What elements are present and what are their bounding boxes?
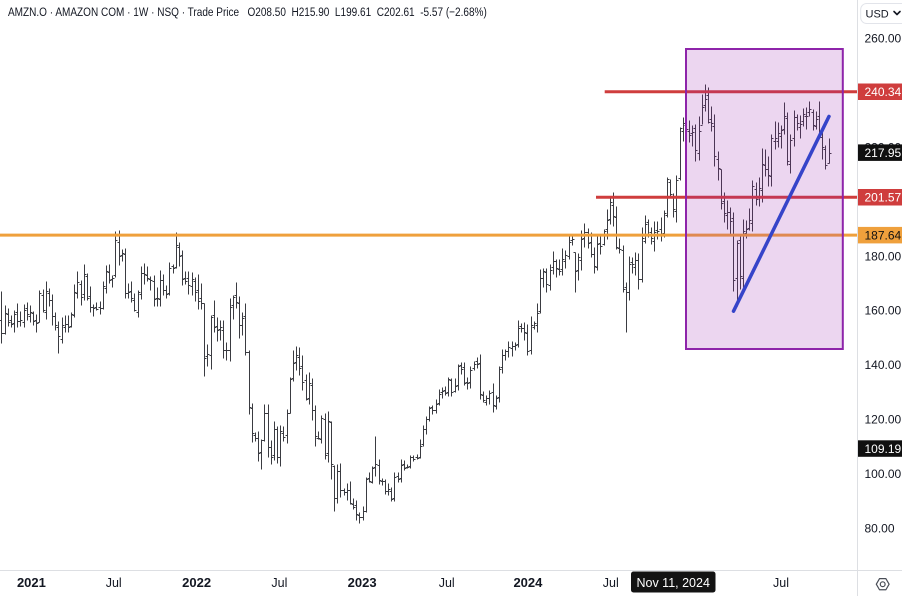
svg-text:100.00: 100.00 (865, 467, 902, 481)
svg-text:260.00: 260.00 (865, 32, 902, 46)
svg-text:Jul: Jul (439, 576, 455, 590)
svg-text:Jul: Jul (106, 576, 122, 590)
svg-text:2024: 2024 (513, 575, 543, 590)
svg-text:2021: 2021 (17, 575, 46, 590)
svg-text:AMZN.O · AMAZON COM · 1W · NSQ: AMZN.O · AMAZON COM · 1W · NSQ · Trade P… (8, 6, 487, 19)
svg-text:180.00: 180.00 (865, 249, 902, 263)
svg-text:Jul: Jul (271, 576, 287, 590)
svg-text:Jul: Jul (773, 576, 789, 590)
svg-text:187.64: 187.64 (865, 229, 902, 243)
svg-text:201.57: 201.57 (865, 191, 902, 205)
svg-text:120.00: 120.00 (865, 413, 902, 427)
svg-text:160.00: 160.00 (865, 304, 902, 318)
svg-text:109.19: 109.19 (865, 442, 902, 456)
svg-text:Jul: Jul (603, 576, 619, 590)
svg-text:USD: USD (866, 8, 889, 20)
svg-text:2022: 2022 (182, 575, 211, 590)
svg-text:80.00: 80.00 (865, 521, 895, 535)
svg-text:240.34: 240.34 (865, 85, 902, 99)
svg-text:2023: 2023 (348, 575, 377, 590)
svg-text:217.95: 217.95 (865, 146, 902, 160)
svg-text:140.00: 140.00 (865, 358, 902, 372)
svg-text:Nov 11, 2024: Nov 11, 2024 (636, 576, 709, 590)
